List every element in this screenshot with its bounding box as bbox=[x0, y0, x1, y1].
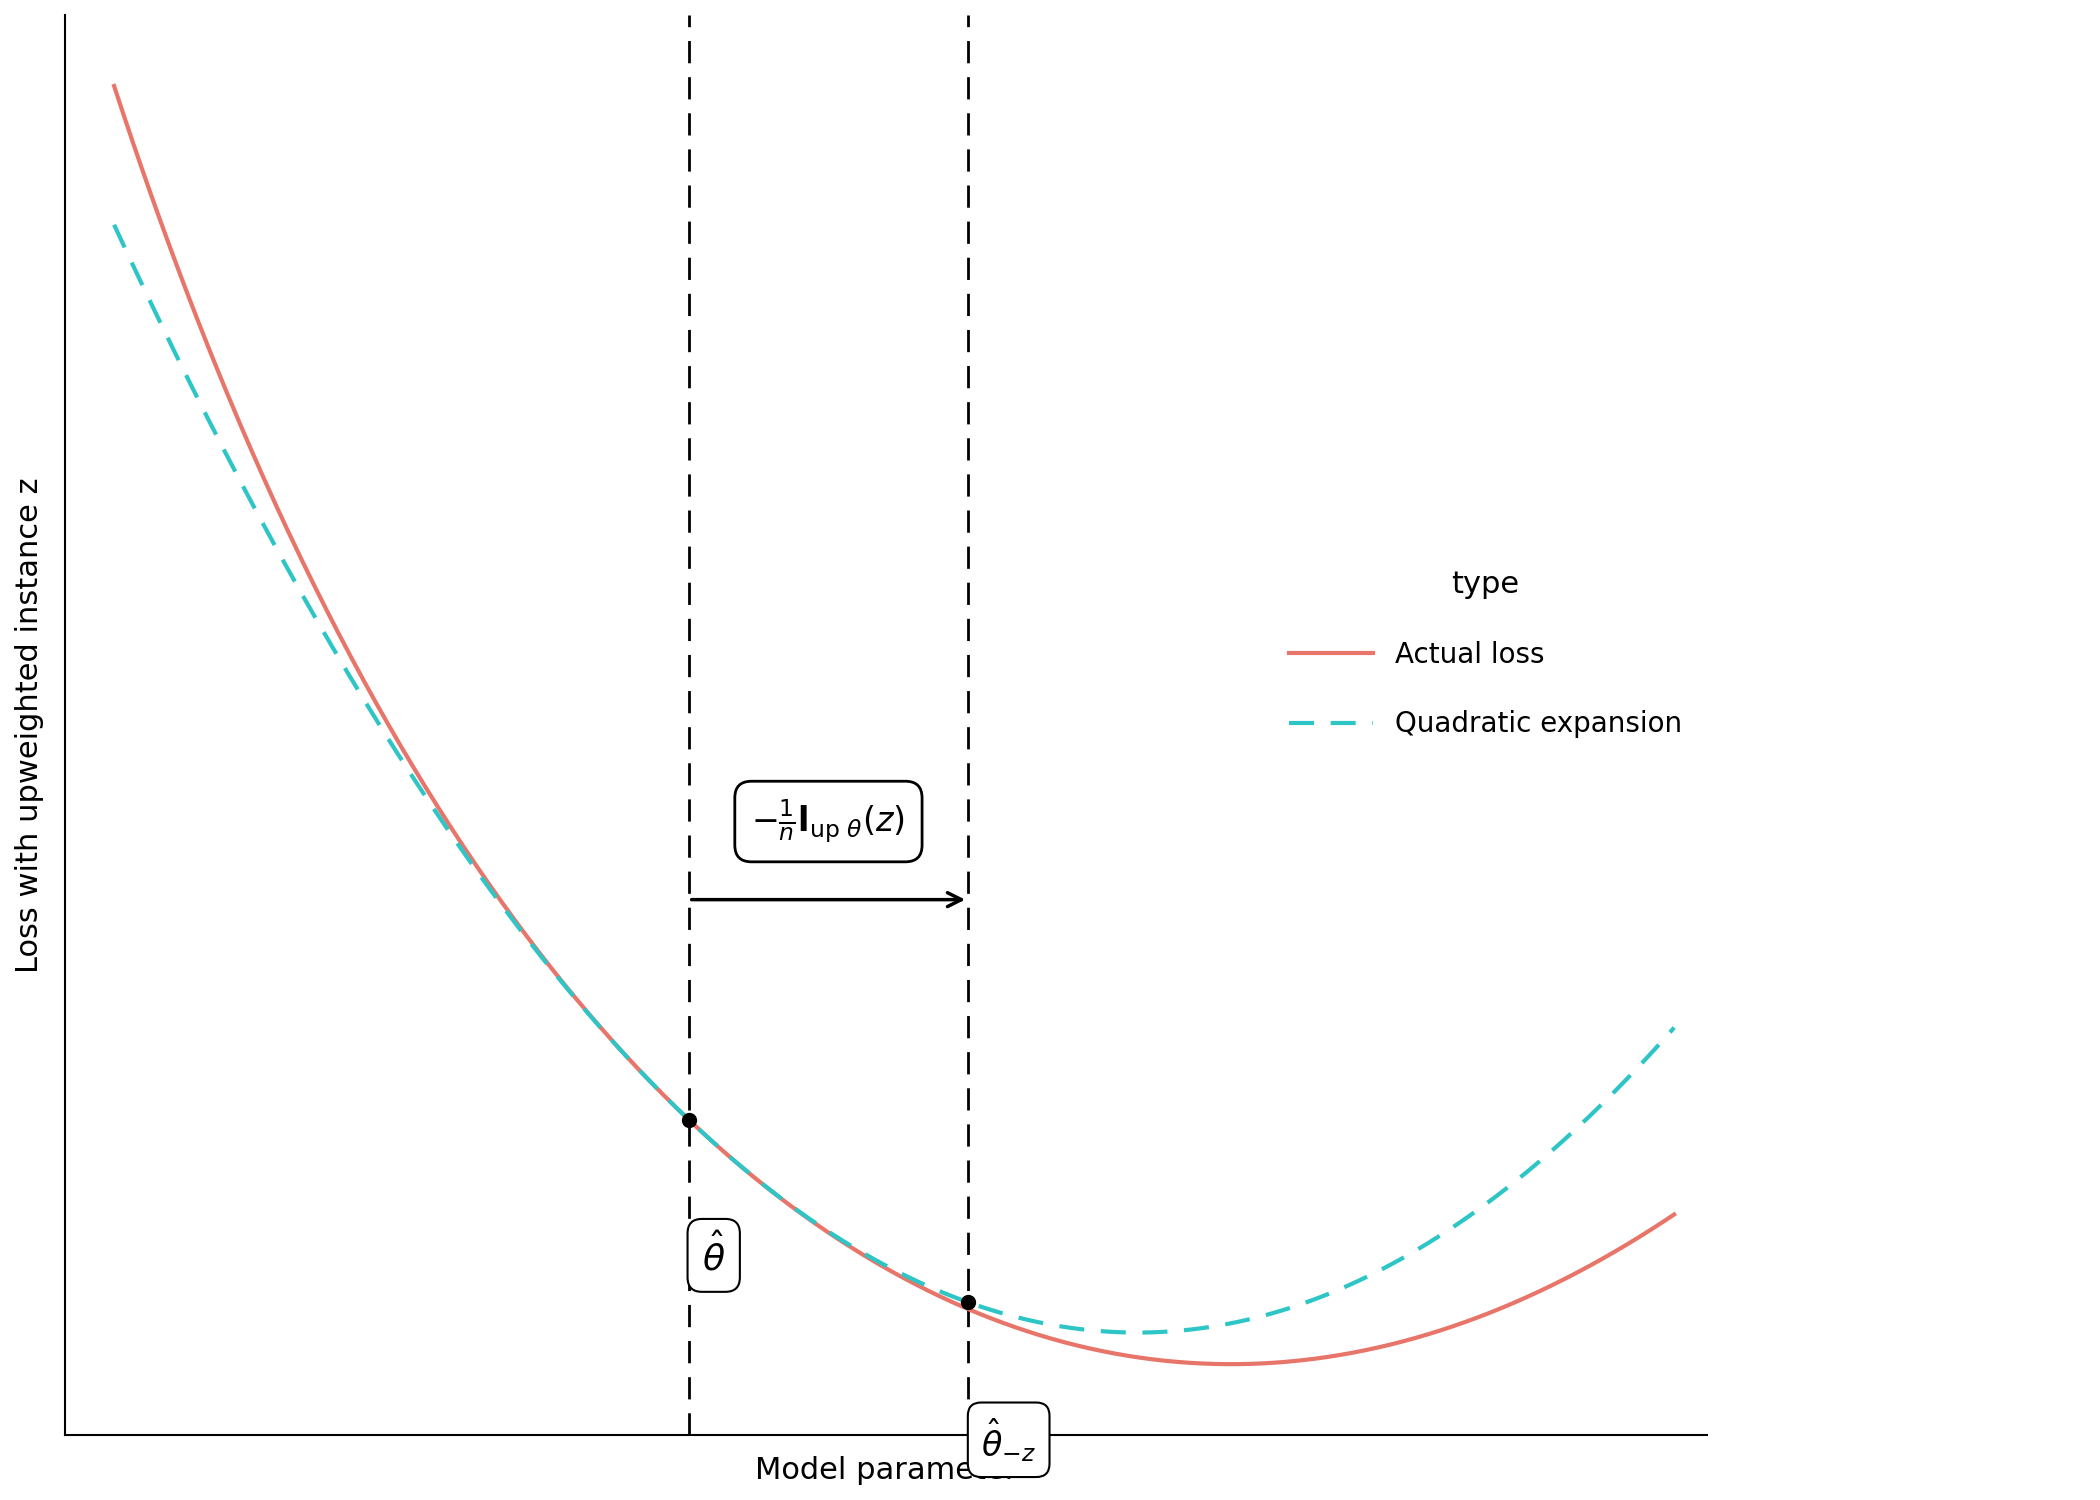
Line: Actual loss: Actual loss bbox=[113, 86, 1674, 1364]
Y-axis label: Loss with upweighted instance z: Loss with upweighted instance z bbox=[15, 477, 44, 974]
Actual loss bbox=[1218, 1354, 1243, 1372]
Quadratic expansion bbox=[1384, 1252, 1409, 1270]
Quadratic expansion bbox=[1124, 1323, 1149, 1341]
Actual loss bbox=[1029, 1328, 1054, 1346]
Quadratic expansion bbox=[1628, 1056, 1653, 1074]
Quadratic expansion bbox=[842, 1239, 867, 1257]
Legend: Actual loss, Quadratic expansion: Actual loss, Quadratic expansion bbox=[1279, 560, 1693, 750]
X-axis label: Model parameter: Model parameter bbox=[754, 1456, 1016, 1485]
Actual loss bbox=[1661, 1206, 1686, 1224]
Text: $\hat{\theta}_{-z}$: $\hat{\theta}_{-z}$ bbox=[981, 1416, 1035, 1464]
Quadratic expansion bbox=[1661, 1019, 1686, 1036]
Quadratic expansion bbox=[1029, 1314, 1054, 1332]
Actual loss bbox=[1384, 1334, 1409, 1352]
Text: $-\frac{1}{n}\mathbf{l}_{\mathrm{up}\ \theta}(z)$: $-\frac{1}{n}\mathbf{l}_{\mathrm{up}\ \t… bbox=[752, 798, 905, 844]
Quadratic expansion bbox=[853, 1245, 878, 1263]
Quadratic expansion bbox=[945, 1290, 970, 1308]
Actual loss bbox=[842, 1240, 867, 1258]
Line: Quadratic expansion: Quadratic expansion bbox=[113, 225, 1674, 1332]
Quadratic expansion bbox=[101, 216, 126, 234]
Actual loss bbox=[101, 76, 126, 94]
Actual loss bbox=[945, 1296, 970, 1314]
Text: $\hat{\theta}$: $\hat{\theta}$ bbox=[701, 1233, 724, 1278]
Actual loss bbox=[853, 1246, 878, 1264]
Actual loss bbox=[1628, 1227, 1653, 1245]
